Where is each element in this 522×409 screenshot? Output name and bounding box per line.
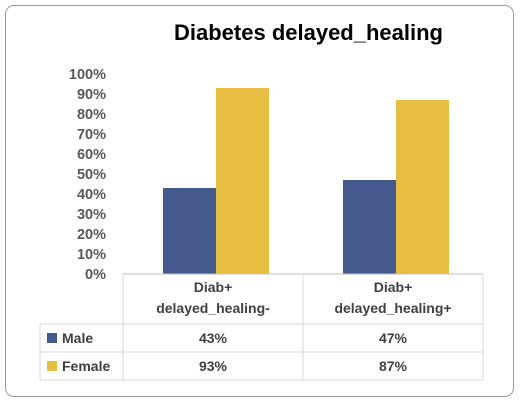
y-tick-label: 70%	[77, 127, 106, 143]
x-category-label: Diab+	[194, 279, 233, 295]
y-tick-label: 90%	[77, 87, 106, 103]
legend-key-male	[47, 333, 57, 343]
data-label: 93%	[199, 358, 228, 374]
legend-label-female: Female	[62, 358, 110, 374]
bar-female	[216, 88, 269, 274]
x-category-label: Diab+	[374, 279, 413, 295]
y-tick-label: 50%	[77, 167, 106, 183]
bar-male	[163, 188, 216, 274]
legend-label-male: Male	[62, 330, 93, 346]
x-category-label: delayed_healing+	[334, 300, 451, 316]
y-tick-label: 100%	[69, 67, 106, 83]
data-label: 87%	[379, 358, 408, 374]
y-tick-label: 80%	[77, 107, 106, 123]
y-tick-label: 60%	[77, 147, 106, 163]
y-tick-label: 30%	[77, 207, 106, 223]
y-tick-label: 20%	[77, 227, 106, 243]
x-category-label: delayed_healing-	[156, 300, 270, 316]
y-tick-label: 10%	[77, 247, 106, 263]
y-tick-label: 40%	[77, 187, 106, 203]
data-label: 43%	[199, 330, 228, 346]
chart-title: Diabetes delayed_healing	[174, 20, 443, 45]
data-label: 47%	[379, 330, 408, 346]
bar-male	[343, 180, 396, 274]
y-tick-label: 0%	[85, 267, 106, 283]
bar-female	[396, 100, 449, 274]
legend-key-female	[47, 361, 57, 371]
